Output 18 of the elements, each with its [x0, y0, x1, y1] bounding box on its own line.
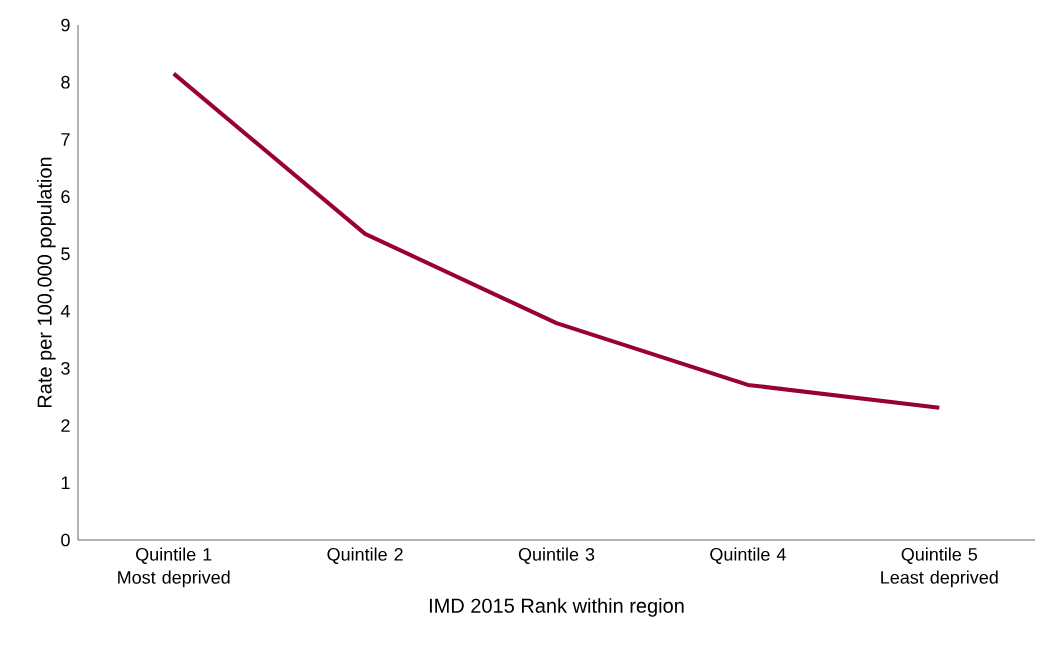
y-tick-label: 1: [61, 476, 70, 489]
line-series: [171, 71, 942, 410]
x-tick-label: Quintile 1 Most deprived: [118, 547, 230, 588]
y-tick-label: 2: [61, 419, 70, 432]
x-axis-title: IMD 2015 Rank within region: [429, 598, 684, 617]
y-axis-title: Rate per 100,000 population: [36, 157, 56, 408]
y-tick-label: 8: [61, 75, 70, 89]
y-tick-label: 6: [61, 190, 70, 204]
y-tick-label: 4: [60, 304, 70, 318]
x-tick-label: Quintile 5 Least deprived: [881, 547, 998, 588]
x-tick-label: Quintile 4: [710, 547, 786, 564]
x-tick-label: Quintile 3: [518, 547, 595, 564]
y-tick-label: 7: [61, 133, 70, 146]
y-tick-label: 9: [61, 18, 70, 32]
x-tick-label: Quintile 2: [327, 547, 403, 564]
y-tick-label: 5: [61, 247, 70, 261]
y-tick-label: 3: [61, 361, 70, 375]
y-tick-label: 0: [61, 533, 70, 547]
